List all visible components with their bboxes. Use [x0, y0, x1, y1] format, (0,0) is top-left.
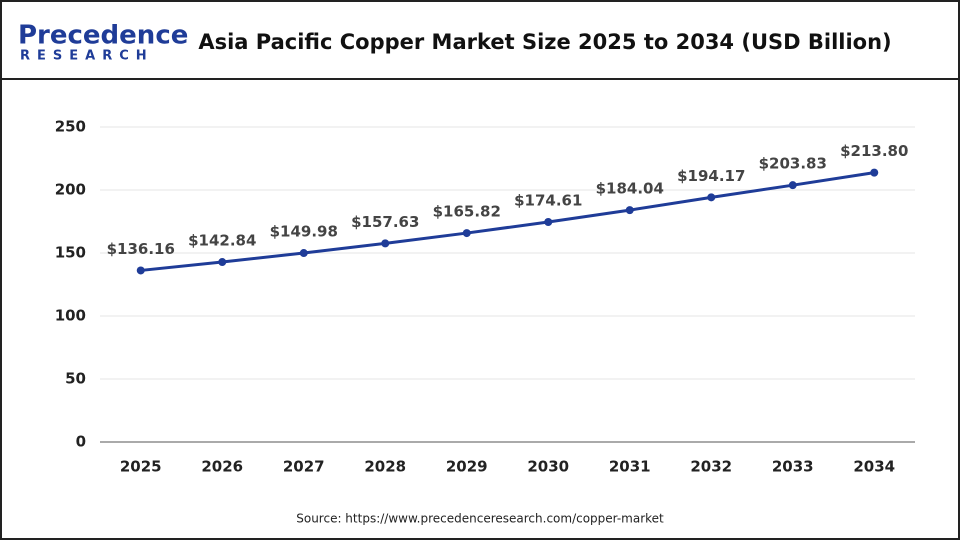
point	[218, 258, 227, 267]
y-tick-label: 150	[55, 244, 86, 262]
value-label: $174.61	[514, 191, 582, 209]
value-label: $184.04	[596, 180, 664, 198]
x-tick-label: 2028	[364, 458, 406, 476]
y-tick-label: 250	[55, 118, 86, 136]
value-label: $203.83	[759, 155, 827, 173]
source: Source: https://www.precedenceresearch.c…	[296, 512, 664, 526]
point	[707, 193, 716, 202]
point	[788, 181, 797, 190]
x-tick-label: 2027	[283, 458, 325, 476]
point	[136, 266, 145, 275]
x-tick-label: 2033	[772, 458, 814, 476]
point	[299, 249, 308, 258]
logo-name: Precedence	[18, 21, 188, 51]
x-tick-label: 2026	[201, 458, 243, 476]
point	[544, 217, 553, 226]
value-label: $136.16	[107, 240, 175, 258]
x-tick-label: 2032	[690, 458, 732, 476]
point	[870, 168, 879, 177]
y-tick-label: 50	[65, 370, 86, 388]
point	[462, 229, 471, 238]
point	[381, 239, 390, 248]
x-tick-label: 2025	[120, 458, 162, 476]
value-label: $194.17	[677, 167, 745, 185]
chart-title: Asia Pacific Copper Market Size 2025 to …	[198, 30, 891, 54]
y-tick-label: 200	[55, 181, 86, 199]
value-label: $165.82	[433, 203, 501, 221]
y-tick-label: 100	[55, 307, 86, 325]
y-tick-label: 0	[76, 433, 86, 451]
x-tick-label: 2031	[609, 458, 651, 476]
logo-tagline: RESEARCH	[20, 49, 154, 64]
value-label: $213.80	[840, 142, 908, 160]
value-label: $142.84	[188, 232, 256, 250]
line	[140, 171, 875, 272]
x-tick-label: 2029	[446, 458, 488, 476]
value-label: $157.63	[351, 213, 419, 231]
value-label: $149.98	[270, 223, 338, 241]
x-tick-label: 2034	[853, 458, 895, 476]
x-tick-label: 2030	[527, 458, 569, 476]
point	[625, 206, 634, 215]
